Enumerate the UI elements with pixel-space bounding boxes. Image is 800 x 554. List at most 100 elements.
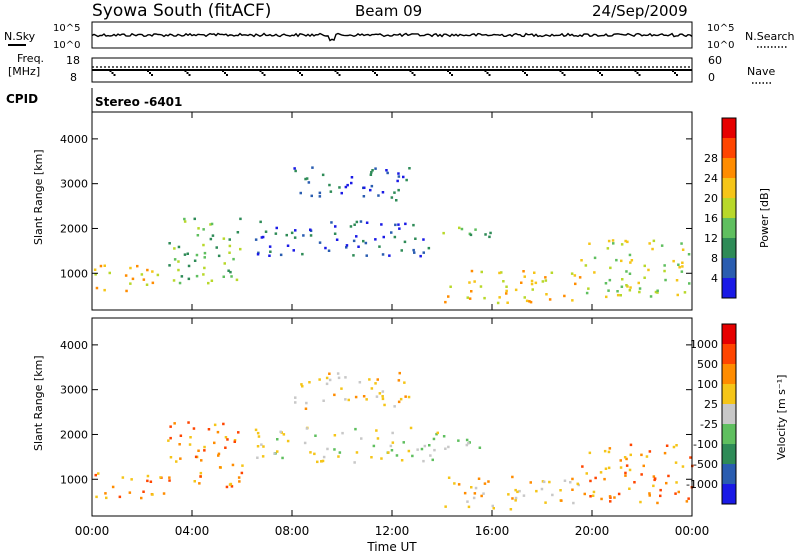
colorbar-segment [722,364,736,384]
x-tick-label: 08:00 [275,524,310,538]
echo-cell [293,167,296,170]
echo-cell [309,228,312,231]
echo-cell [232,257,235,261]
echo-cell [224,436,228,439]
echo-cell [460,227,464,231]
echo-cell [345,244,349,247]
nave-dip-mark [413,74,416,76]
echo-cell [197,449,200,452]
echo-cell [254,428,258,432]
echo-cell [637,281,640,285]
echo-cell [173,247,176,250]
echo-cell [656,291,659,294]
echo-cell [397,379,401,382]
echo-cell [259,220,262,224]
echo-cell [381,191,385,194]
echo-cell [347,398,350,402]
echo-cell [620,243,624,246]
echo-cell [142,278,146,281]
echo-cell [178,443,181,446]
echo-cell [412,223,415,227]
echo-cell [335,238,339,241]
echo-cell [202,273,205,276]
echo-cell [308,381,311,384]
echo-cell [436,431,439,435]
echo-cell [625,284,628,287]
echo-cell [355,451,359,454]
echo-cell [403,240,407,244]
echo-cell [359,220,363,223]
echo-cell [370,387,374,390]
echo-cell [483,482,487,485]
echo-cell [344,185,348,189]
nave-dip-mark [334,70,337,72]
echo-cell [94,273,97,276]
echo-cell [340,387,343,390]
colorbar-tick-label: 25 [704,398,718,411]
echo-cell [105,496,108,500]
echo-cell [302,234,305,237]
echo-cell [640,453,643,457]
echo-cell [129,266,132,270]
colorbar-segment [722,138,736,158]
echo-cell [444,300,447,304]
echo-cell [411,454,414,458]
echo-cell [479,285,483,288]
echo-cell [240,471,244,475]
echo-cell [169,436,172,440]
echo-cell [337,455,340,458]
echo-cell [578,276,582,279]
echo-cell [407,395,411,399]
echo-cell [200,459,203,462]
echo-cell [605,295,608,299]
echo-cell [371,169,374,172]
nave-dip-mark [486,72,489,74]
x-tick-label: 16:00 [475,524,510,538]
echo-cell [254,238,258,241]
nave-dip-mark [336,72,339,74]
nave-dip-mark [299,72,301,74]
cpid-value: Stereo -6401 [95,95,182,109]
echo-cell [95,286,99,290]
echo-cell [310,194,313,198]
echo-cell [468,297,472,300]
echo-cell [285,233,288,237]
echo-cell [390,449,394,452]
echo-cell [681,265,684,268]
echo-cell [328,378,332,382]
colorbar-segment [722,384,736,404]
echo-cell [681,465,685,468]
echo-cell [688,282,691,285]
echo-cell [404,395,407,398]
echo-cell [292,249,295,252]
echo-cell [140,273,144,276]
echo-cell [656,501,659,505]
x-tick-label: 00:00 [75,524,110,538]
echo-cell [369,188,372,192]
echo-cell [225,485,229,489]
echo-cell [194,455,198,459]
nave-dip-mark [226,74,228,76]
echo-cell [333,434,337,437]
echo-cell [203,251,207,255]
echo-cell [233,440,236,443]
echo-cell [609,496,612,499]
echo-cell [390,196,394,199]
echo-cell [638,287,642,290]
echo-cell [563,479,567,482]
echo-cell [540,487,544,491]
echo-cell [615,258,618,262]
echo-cell [628,468,632,472]
echo-cell [305,401,308,405]
echo-cell [541,280,545,283]
echo-cell [229,270,232,274]
echo-cell [514,288,518,292]
y-tick-label: 1000 [60,473,88,486]
echo-cell [376,437,380,440]
echo-cell [653,477,657,480]
echo-cell [374,238,377,241]
echo-cell [156,273,160,277]
echo-cell [301,252,304,256]
echo-cell [381,253,385,256]
echo-cell [608,278,612,282]
